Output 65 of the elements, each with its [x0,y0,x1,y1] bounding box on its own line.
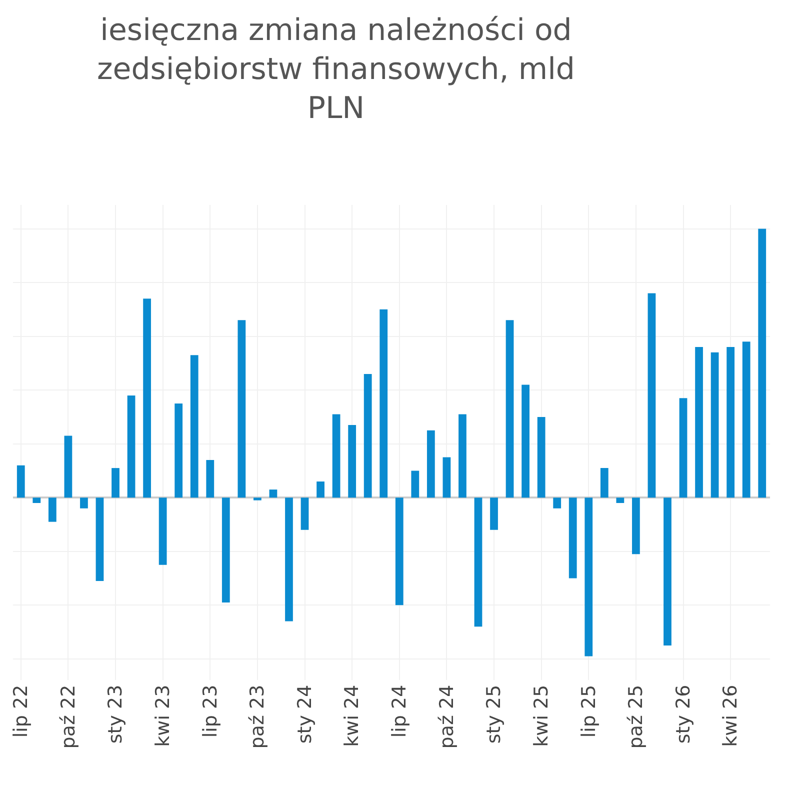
x-tick-label: lip 24 [388,684,411,738]
bar [285,498,293,622]
bar [411,470,420,498]
bar [364,374,372,498]
bar [190,355,198,498]
x-tick-label: lip 23 [199,684,222,738]
bar [726,347,735,498]
bar [553,498,562,508]
bar [222,498,230,602]
bar [174,404,183,498]
x-tick-label: sty 26 [672,684,694,744]
bar [710,352,719,498]
bar [537,416,546,498]
bar [300,498,309,530]
bar [695,347,703,498]
bar [490,498,498,530]
bar [206,460,214,498]
bar [16,465,25,498]
bar [442,457,451,498]
bar [522,384,530,498]
bar [143,298,151,498]
bar [568,498,577,578]
bar [506,320,514,498]
bar [96,498,104,581]
bar [632,498,640,554]
bar [48,498,56,522]
bar [80,498,88,508]
x-tick-label: sty 25 [483,684,506,744]
bar [664,498,672,646]
bar [32,498,41,503]
x-tick-label: lip 25 [578,684,600,738]
bar [758,228,766,498]
x-tick-label: kwi 23 [152,684,174,747]
bar [348,425,356,498]
bar [474,498,482,627]
bar [584,498,593,656]
bar [648,293,656,498]
bar [64,436,72,498]
bar [254,498,262,500]
bar [679,398,688,498]
bar [742,342,750,498]
x-tick-label: paź 24 [436,684,458,749]
x-tick-label: sty 24 [294,684,316,744]
x-tick-label: paź 22 [57,684,80,749]
bar [616,498,624,503]
x-tick-label: kwi 26 [720,684,742,747]
bar [458,414,466,498]
bar [600,468,608,498]
x-tick-label: paź 23 [246,684,269,749]
x-tick-label: sty 23 [104,684,127,744]
bar [380,309,388,498]
chart-title: iesięczna zmiana należności od zedsiębiorstw finansowych, mld PLN [97,13,575,126]
bar [269,490,278,498]
bar [238,320,246,498]
bar [112,468,120,498]
bar [127,395,136,498]
bar [395,498,404,606]
x-tick-label: kwi 24 [341,684,364,747]
bar [158,498,167,565]
bar [426,430,435,498]
bar [316,481,324,498]
x-tick-label: kwi 25 [530,684,552,747]
x-tick-label: lip 22 [10,684,32,738]
x-tick-label: paź 25 [625,684,648,749]
bar [332,414,340,498]
